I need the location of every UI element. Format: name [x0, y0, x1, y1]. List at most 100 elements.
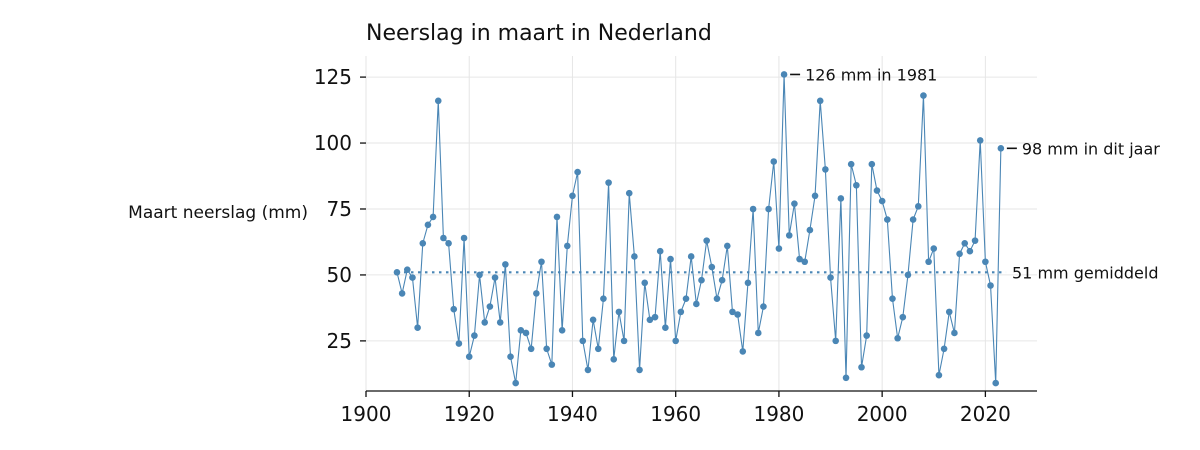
data-point: [502, 261, 509, 268]
data-point: [476, 271, 483, 279]
data-point: [760, 303, 767, 310]
data-point: [548, 361, 556, 368]
x-tick-label: 1940: [547, 402, 598, 426]
x-tick-label: 1980: [753, 402, 804, 426]
data-point: [868, 160, 876, 168]
data-point: [806, 226, 814, 234]
data-point: [636, 366, 643, 374]
data-point: [966, 247, 974, 255]
data-point: [997, 145, 1005, 152]
y-tick-label: 75: [327, 197, 352, 221]
data-point: [816, 97, 824, 105]
annotations: 126 mm in 1981 98 mm in dit jaar: [790, 65, 1160, 158]
data-point: [440, 234, 447, 242]
data-point: [522, 329, 530, 337]
data-point: [496, 319, 504, 326]
data-point: [491, 274, 499, 281]
data-point: [481, 319, 489, 326]
data-point: [677, 308, 685, 316]
annotation-label: 126 mm in 1981: [805, 65, 937, 84]
data-point: [899, 313, 907, 321]
data-point: [971, 237, 979, 244]
data-point: [517, 327, 525, 334]
y-tick-label: 25: [327, 329, 352, 353]
data-point: [419, 239, 427, 247]
data-point: [873, 187, 881, 194]
data-point: [646, 316, 654, 324]
data-point: [822, 166, 829, 173]
data-point: [842, 374, 850, 382]
x-tick-label: 1900: [341, 402, 392, 426]
data-point: [940, 345, 948, 353]
data-point: [713, 295, 721, 302]
data-point: [796, 255, 803, 263]
data-point: [615, 308, 623, 316]
data-point: [682, 295, 690, 302]
data-point: [930, 245, 938, 252]
data-point: [945, 308, 953, 316]
data-point: [424, 221, 432, 229]
x-tick-label: 2000: [857, 402, 908, 426]
data-point: [579, 337, 587, 345]
data-point: [853, 181, 860, 189]
data-point: [884, 216, 891, 223]
data-point: [589, 316, 597, 324]
data-point: [837, 195, 845, 202]
data-point: [398, 290, 406, 297]
series-line: [396, 74, 1002, 384]
data-point: [920, 92, 927, 99]
data-point: [749, 205, 757, 213]
data-point: [775, 245, 783, 252]
data-point: [935, 371, 943, 379]
x-tick-label: 1920: [444, 402, 495, 426]
data-point: [914, 203, 922, 210]
data-point: [610, 356, 618, 363]
data-point: [631, 253, 638, 260]
data-point: [569, 192, 576, 200]
data-point: [801, 258, 809, 266]
data-point: [992, 379, 1000, 387]
data-point: [486, 303, 494, 310]
data-point: [543, 345, 550, 353]
annotation-label: 98 mm in dit jaar: [1022, 139, 1160, 158]
x-tick-label: 1960: [650, 402, 701, 426]
axes: 1900 1920 1940 1960 1980 2000 2020 25 50 75 100 125: [314, 65, 1037, 426]
data-point: [641, 279, 649, 287]
data-point: [558, 327, 566, 334]
data-point: [429, 213, 437, 221]
data-point: [909, 216, 917, 223]
data-point: [414, 324, 421, 331]
data-point: [471, 332, 478, 339]
data-point: [662, 324, 669, 331]
data-point: [703, 237, 710, 244]
data-point: [656, 247, 664, 255]
data-point: [832, 337, 839, 345]
y-axis-label: Maart neerslag (mm): [128, 203, 308, 223]
data-point: [507, 353, 514, 361]
data-point: [744, 279, 752, 287]
data-point: [409, 274, 416, 281]
data-point: [987, 282, 994, 289]
data-point: [450, 305, 458, 313]
data-point: [672, 337, 679, 345]
x-tick-label: 2020: [960, 402, 1011, 426]
average-label: 51 mm gemiddeld: [1012, 263, 1159, 282]
data-point: [620, 337, 628, 345]
data-point: [708, 263, 716, 271]
data-point: [925, 258, 932, 266]
data-point: [625, 189, 633, 197]
data-point: [734, 311, 741, 318]
data-point: [785, 232, 793, 239]
data-point: [780, 71, 788, 78]
data-point: [858, 363, 865, 371]
data-point: [393, 268, 401, 276]
data-point: [739, 348, 747, 355]
data-point: [584, 366, 592, 374]
data-point: [951, 329, 958, 337]
data-point: [718, 276, 726, 284]
data-point: [976, 137, 984, 144]
data-point: [687, 253, 695, 260]
data-point: [961, 239, 969, 247]
average-line-group: 51 mm gemiddeld: [396, 263, 1159, 282]
